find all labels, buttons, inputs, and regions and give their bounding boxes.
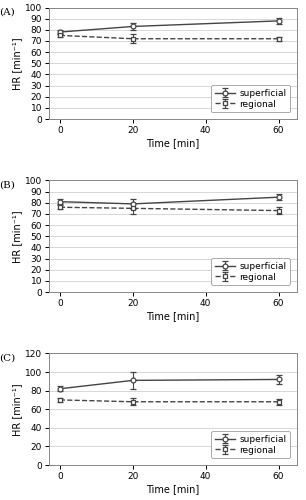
Legend: superficial, regional: superficial, regional [211,431,290,458]
Text: (B): (B) [0,180,15,190]
Text: (C): (C) [0,354,16,362]
X-axis label: Time [min]: Time [min] [146,311,200,321]
Y-axis label: HR [min⁻¹]: HR [min⁻¹] [12,37,22,90]
Text: (A): (A) [0,8,15,16]
Legend: superficial, regional: superficial, regional [211,86,290,112]
X-axis label: Time [min]: Time [min] [146,138,200,148]
Y-axis label: HR [min⁻¹]: HR [min⁻¹] [12,210,22,262]
Y-axis label: HR [min⁻¹]: HR [min⁻¹] [12,383,22,436]
Legend: superficial, regional: superficial, regional [211,258,290,285]
X-axis label: Time [min]: Time [min] [146,484,200,494]
